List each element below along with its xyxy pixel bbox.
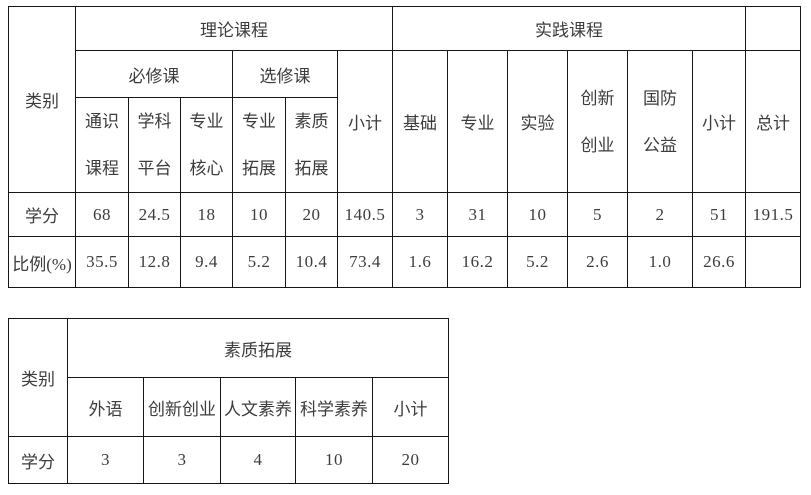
credits-row: 学分 68 24.5 18 10 20 140.5 3 31 10 5 2 51… <box>8 192 801 237</box>
ratio-cell: 12.8 <box>128 236 181 288</box>
header-major-core: 专业 核心 <box>180 97 233 193</box>
group-header-practice-courses: 实践课程 <box>392 6 746 51</box>
ratio-cell: 10.4 <box>285 236 338 288</box>
ratio-cell: 9.4 <box>180 236 233 288</box>
total-column-spacer-cell <box>745 6 801 51</box>
header-practice-major: 专业 <box>447 50 508 193</box>
table-row: 外语 创新创业 人文素养 科学素养 小计 <box>9 377 449 437</box>
header-practice-experiment: 实验 <box>507 50 568 193</box>
ratio-cell: 16.2 <box>447 236 508 288</box>
table-row: 类别 素质拓展 <box>8 318 449 437</box>
ratio-cell: 1.0 <box>627 236 693 288</box>
ratio-cell: 2.6 <box>567 236 628 288</box>
credits-cell: 140.5 <box>337 192 393 237</box>
curriculum-credit-table: 类别 理论课程 实践课程 必修课 选修课 小计 基础 专业 实验 创新 创业 国… <box>8 6 801 288</box>
header-major-expansion: 专业 拓展 <box>232 97 286 193</box>
header-theory-subtotal: 小计 <box>337 50 393 193</box>
header-quality-expansion: 素质 拓展 <box>285 97 338 193</box>
credits-cell-subtotal: 20 <box>372 436 449 484</box>
ratio-cell: 73.4 <box>337 236 393 288</box>
header-grand-total: 总计 <box>745 50 801 193</box>
credits-cell: 68 <box>75 192 129 237</box>
group-header-quality-expansion: 素质拓展 <box>67 318 449 378</box>
ratio-cell: 26.6 <box>692 236 746 288</box>
header-science-literacy: 科学素养 <box>295 377 373 437</box>
credits-cell: 3 <box>392 192 448 237</box>
corner-header-category: 类别 <box>8 6 76 193</box>
credits-cell-grand-total: 191.5 <box>745 192 801 237</box>
credits-cell: 10 <box>232 192 286 237</box>
ratio-cell: 5.2 <box>232 236 286 288</box>
credits-cell: 51 <box>692 192 746 237</box>
ratio-cell: 35.5 <box>75 236 129 288</box>
corner-header-category: 类别 <box>8 318 68 437</box>
ratio-row: 比例(%) 35.5 12.8 9.4 5.2 10.4 73.4 1.6 16… <box>8 236 801 288</box>
ratio-cell: 5.2 <box>507 236 568 288</box>
credits-cell: 31 <box>447 192 508 237</box>
ratio-cell-grand-total-empty <box>745 236 801 288</box>
table-row: 通识 课程 学科 平台 专业 核心 专业 拓展 素质 拓展 <box>9 97 801 193</box>
header-practice-basic: 基础 <box>392 50 448 193</box>
credits-cell: 10 <box>507 192 568 237</box>
header-humanities-literacy: 人文素养 <box>220 377 296 437</box>
credits-cell: 3 <box>67 436 144 484</box>
table-row: 类别 理论课程 实践课程 <box>8 6 801 193</box>
document-page: 类别 理论课程 实践课程 必修课 选修课 小计 基础 专业 实验 创新 创业 国… <box>8 6 801 484</box>
header-practice-innovation-entrepreneurship: 创新 创业 <box>567 50 628 193</box>
header-practice-defense-publicwelfare: 国防 公益 <box>627 50 693 193</box>
row-header-ratio-percent: 比例(%) <box>8 236 76 288</box>
row-header-credits: 学分 <box>8 192 76 237</box>
header-innovation-entrepreneurship: 创新创业 <box>143 377 221 437</box>
quality-expansion-table: 类别 素质拓展 外语 创新创业 人文素养 科学素养 小计 学分 3 3 4 10… <box>8 318 449 484</box>
credits-cell: 2 <box>627 192 693 237</box>
credits-cell: 3 <box>143 436 221 484</box>
table-row: 必修课 选修课 小计 基础 专业 实验 创新 创业 国防 公益 小计 总计 <box>9 50 801 193</box>
credits-cell: 5 <box>567 192 628 237</box>
subgroup-header-required: 必修课 <box>75 50 233 98</box>
credits-cell: 24.5 <box>128 192 181 237</box>
credits-cell: 4 <box>220 436 296 484</box>
header-general-education: 通识 课程 <box>75 97 129 193</box>
header-discipline-platform: 学科 平台 <box>128 97 181 193</box>
credits-cell: 18 <box>180 192 233 237</box>
header-foreign-language: 外语 <box>67 377 144 437</box>
group-header-theory-courses: 理论课程 <box>75 6 393 51</box>
ratio-cell: 1.6 <box>392 236 448 288</box>
credits-row: 学分 3 3 4 10 20 <box>8 436 449 484</box>
row-header-credits: 学分 <box>8 436 68 484</box>
header-practice-subtotal: 小计 <box>692 50 746 193</box>
header-subtotal: 小计 <box>372 377 449 437</box>
credits-cell: 10 <box>295 436 373 484</box>
subgroup-header-elective: 选修课 <box>232 50 338 98</box>
credits-cell: 20 <box>285 192 338 237</box>
